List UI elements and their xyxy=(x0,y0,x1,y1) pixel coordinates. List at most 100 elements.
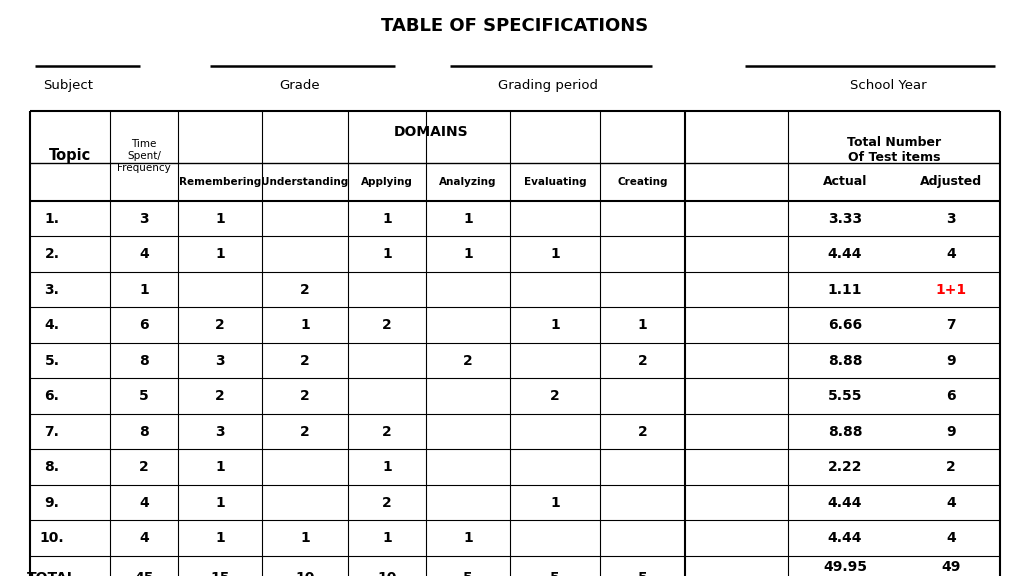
Text: 1: 1 xyxy=(382,460,392,474)
Text: 1: 1 xyxy=(215,531,225,545)
Text: 49.95: 49.95 xyxy=(823,560,867,574)
Text: 4: 4 xyxy=(946,247,955,262)
Text: 2: 2 xyxy=(300,354,310,367)
Text: 2: 2 xyxy=(463,354,473,367)
Text: 2.: 2. xyxy=(44,247,59,262)
Text: 2: 2 xyxy=(215,389,225,403)
Text: 6: 6 xyxy=(946,389,955,403)
Text: Applying: Applying xyxy=(361,177,413,187)
Text: Understanding: Understanding xyxy=(261,177,348,187)
Text: 4: 4 xyxy=(139,247,148,262)
Text: 4.44: 4.44 xyxy=(827,531,862,545)
Text: 1.: 1. xyxy=(44,212,59,226)
Text: TOTAL: TOTAL xyxy=(28,571,77,576)
Text: 10.: 10. xyxy=(40,531,65,545)
Text: 5: 5 xyxy=(550,571,560,576)
Text: 8: 8 xyxy=(139,425,148,439)
Text: 4: 4 xyxy=(946,531,955,545)
Text: 4: 4 xyxy=(946,496,955,510)
Text: 49: 49 xyxy=(941,560,961,574)
Text: 6: 6 xyxy=(139,319,148,332)
Text: 2: 2 xyxy=(382,425,392,439)
Text: Time
Spent/
Frequency: Time Spent/ Frequency xyxy=(117,139,171,173)
Text: 10: 10 xyxy=(377,571,396,576)
Text: 5: 5 xyxy=(638,571,647,576)
Text: Subject: Subject xyxy=(43,79,93,93)
Text: 1: 1 xyxy=(382,531,392,545)
Text: 2: 2 xyxy=(382,319,392,332)
Text: School Year: School Year xyxy=(850,79,927,93)
Text: 1: 1 xyxy=(550,247,560,262)
Text: 1: 1 xyxy=(215,212,225,226)
Text: 3.33: 3.33 xyxy=(828,212,862,226)
Text: 2: 2 xyxy=(638,354,647,367)
Text: 1: 1 xyxy=(463,531,473,545)
Text: Topic: Topic xyxy=(49,149,91,164)
Text: 6.66: 6.66 xyxy=(828,319,862,332)
Text: 1: 1 xyxy=(139,283,148,297)
Text: 1: 1 xyxy=(215,496,225,510)
Text: 2: 2 xyxy=(946,460,955,474)
Text: Total Number
Of Test items: Total Number Of Test items xyxy=(847,136,941,164)
Text: 9: 9 xyxy=(946,354,955,367)
Text: 4.44: 4.44 xyxy=(827,496,862,510)
Text: 3: 3 xyxy=(215,425,225,439)
Text: 4: 4 xyxy=(139,496,148,510)
Text: 1: 1 xyxy=(300,319,310,332)
Text: Grading period: Grading period xyxy=(498,79,598,93)
Text: 2: 2 xyxy=(300,425,310,439)
Text: 4.44: 4.44 xyxy=(827,247,862,262)
Text: 7: 7 xyxy=(946,319,955,332)
Text: Remembering: Remembering xyxy=(179,177,261,187)
Text: 1: 1 xyxy=(550,319,560,332)
Text: 2: 2 xyxy=(550,389,560,403)
Text: Evaluating: Evaluating xyxy=(523,177,587,187)
Text: 3.: 3. xyxy=(45,283,59,297)
Text: 1: 1 xyxy=(382,212,392,226)
Text: 1: 1 xyxy=(638,319,647,332)
Text: 8.88: 8.88 xyxy=(827,425,862,439)
Text: Analyzing: Analyzing xyxy=(439,177,497,187)
Text: 9.: 9. xyxy=(45,496,59,510)
Text: 1: 1 xyxy=(463,212,473,226)
Text: 1: 1 xyxy=(300,531,310,545)
Text: 2: 2 xyxy=(139,460,148,474)
Text: 2: 2 xyxy=(300,389,310,403)
Text: 1: 1 xyxy=(382,247,392,262)
Text: 1: 1 xyxy=(463,247,473,262)
Text: 5: 5 xyxy=(463,571,473,576)
Text: 1.11: 1.11 xyxy=(827,283,862,297)
Text: Actual: Actual xyxy=(823,176,867,188)
Text: 2: 2 xyxy=(638,425,647,439)
Text: Creating: Creating xyxy=(617,177,668,187)
Text: 9: 9 xyxy=(946,425,955,439)
Text: 6.: 6. xyxy=(45,389,59,403)
Text: 7.: 7. xyxy=(45,425,59,439)
Text: 2.22: 2.22 xyxy=(827,460,862,474)
Text: 3: 3 xyxy=(946,212,955,226)
Text: 8.88: 8.88 xyxy=(827,354,862,367)
Text: 4: 4 xyxy=(139,531,148,545)
Text: Grade: Grade xyxy=(280,79,321,93)
Text: 3: 3 xyxy=(215,354,225,367)
Text: 1: 1 xyxy=(550,496,560,510)
Text: 1+1: 1+1 xyxy=(936,283,967,297)
Text: 5: 5 xyxy=(139,389,148,403)
Text: 4.: 4. xyxy=(44,319,59,332)
Text: TABLE OF SPECIFICATIONS: TABLE OF SPECIFICATIONS xyxy=(381,17,648,35)
Text: 5.: 5. xyxy=(44,354,59,367)
Text: 3: 3 xyxy=(139,212,148,226)
Text: 1: 1 xyxy=(215,460,225,474)
Text: 1: 1 xyxy=(215,247,225,262)
Text: 2: 2 xyxy=(382,496,392,510)
Text: 2: 2 xyxy=(215,319,225,332)
Text: 10: 10 xyxy=(295,571,314,576)
Text: 8: 8 xyxy=(139,354,148,367)
Text: 45: 45 xyxy=(134,571,154,576)
Text: 2: 2 xyxy=(300,283,310,297)
Text: DOMAINS: DOMAINS xyxy=(394,125,469,139)
Text: 15: 15 xyxy=(210,571,229,576)
Text: Adjusted: Adjusted xyxy=(920,176,982,188)
Text: 8.: 8. xyxy=(44,460,59,474)
Text: 5.55: 5.55 xyxy=(827,389,862,403)
